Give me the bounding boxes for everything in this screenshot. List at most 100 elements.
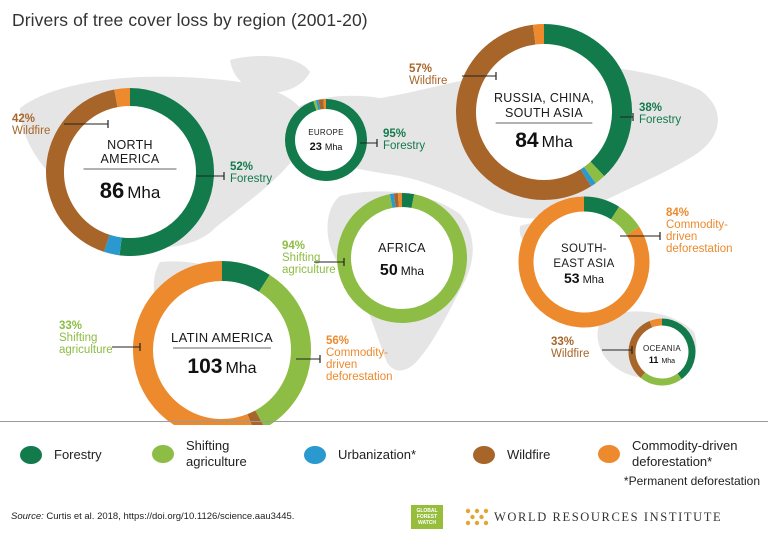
legend-swatch-commodity-driven xyxy=(598,445,620,463)
annotation-percent: 56% xyxy=(326,335,349,347)
region-name-north-america: AMERICA xyxy=(100,152,159,166)
annotation-label: Wildfire xyxy=(12,125,50,137)
region-total-europe: 23 Mha xyxy=(310,141,343,153)
region-name-southeast-asia: SOUTH- xyxy=(561,243,607,255)
annotation-label: Shifting xyxy=(282,252,320,264)
donut-oceania: OCEANIA 11 Mha xyxy=(628,318,696,386)
source-note: Source: Curtis et al. 2018, https://doi.… xyxy=(11,511,294,522)
annotation-percent: 33% xyxy=(551,336,574,348)
annotation-label: Wildfire xyxy=(551,348,589,360)
region-name-latin-america: LATIN AMERICA xyxy=(171,330,273,345)
donut-background xyxy=(628,318,696,386)
donut-segment-north-america-commodity-driven xyxy=(114,88,131,108)
legend-item-shifting-agriculture: Shifting agriculture xyxy=(152,438,266,470)
annotation-label: Forestry xyxy=(230,173,272,185)
donut-segment-europe-wildfire xyxy=(318,99,325,110)
donut-segment-africa-forestry xyxy=(401,193,415,208)
source-label: Source: xyxy=(11,511,44,522)
region-name-north-america: NORTH xyxy=(107,138,153,152)
legend-item-forestry: Forestry xyxy=(20,446,102,464)
legend-label-shifting-agriculture: Shifting agriculture xyxy=(186,438,247,469)
donut-background xyxy=(456,24,632,200)
annotation-russia-china-south-asia-forestry: 38%Forestry xyxy=(620,102,681,126)
donut-segment-russia-china-south-asia-urbanization xyxy=(580,166,596,187)
annotation-oceania-wildfire: 33%Wildfire xyxy=(551,336,633,360)
annotation-label: driven xyxy=(326,359,357,371)
donut-segment-oceania-shifting-agriculture xyxy=(640,372,682,386)
global-forest-watch-logo: GLOBAL FOREST WATCH xyxy=(411,505,443,529)
donut-background xyxy=(133,261,311,425)
annotation-europe-forestry: 95%Forestry xyxy=(360,128,425,152)
region-total-southeast-asia: 53 Mha xyxy=(564,270,605,286)
legend-item-urbanization: Urbanization* xyxy=(304,446,416,464)
donut-segment-russia-china-south-asia-commodity-driven xyxy=(532,24,545,45)
donut-africa: AFRICA 50 Mha xyxy=(337,193,467,323)
annotation-label: deforestation xyxy=(666,243,733,255)
legend-label-urbanization: Urbanization* xyxy=(338,447,417,462)
annotation-label: Shifting xyxy=(59,332,97,344)
annotation-label: Wildfire xyxy=(409,75,447,87)
annotation-percent: 95% xyxy=(383,128,406,140)
legend-label-wildfire: Wildfire xyxy=(507,447,551,462)
annotation-russia-china-south-asia-wildfire: 57%Wildfire xyxy=(409,63,497,87)
donut-segment-southeast-asia-forestry xyxy=(583,196,620,220)
annotation-label: Commodity- xyxy=(326,347,388,359)
region-name-africa: AFRICA xyxy=(378,241,426,255)
annotation-north-america-forestry: 52%Forestry xyxy=(196,161,272,185)
donut-segment-latin-america-forestry xyxy=(221,261,270,292)
annotation-label: agriculture xyxy=(59,344,113,356)
region-total-oceania: 11 Mha xyxy=(649,355,675,365)
donut-segment-north-america-urbanization xyxy=(104,234,122,256)
region-total-russia-china-south-asia: 84 Mha xyxy=(515,129,573,152)
donut-segment-southeast-asia-shifting-agriculture xyxy=(610,206,640,236)
source-text: Curtis et al. 2018, https://doi.org/10.1… xyxy=(43,511,295,522)
annotation-label: driven xyxy=(666,231,697,243)
annotation-percent: 42% xyxy=(12,113,35,125)
donut-latin-america: LATIN AMERICA 103 Mha xyxy=(133,261,311,425)
donut-segment-africa-urbanization xyxy=(389,193,396,208)
annotation-percent: 84% xyxy=(666,207,689,219)
region-name-oceania: OCEANIA xyxy=(643,344,681,353)
region-name-europe: EUROPE xyxy=(308,128,344,137)
donut-segment-oceania-commodity-driven xyxy=(649,318,663,328)
legend-swatch-shifting-agriculture xyxy=(152,445,174,463)
donut-segment-north-america-forestry xyxy=(119,88,214,256)
donut-segment-russia-china-south-asia-wildfire xyxy=(456,24,592,200)
annotation-label: Forestry xyxy=(639,114,681,126)
chart-title: Drivers of tree cover loss by region (20… xyxy=(12,10,368,30)
region-name-southeast-asia: EAST ASIA xyxy=(553,258,614,270)
donut-background xyxy=(337,193,467,323)
donut-segment-latin-america-shifting-agriculture xyxy=(254,274,311,425)
annotation-percent: 38% xyxy=(639,102,662,114)
annotation-percent: 33% xyxy=(59,320,82,332)
wri-wordmark: WORLD RESOURCES INSTITUTE xyxy=(494,510,723,524)
donut-segment-russia-china-south-asia-shifting-agriculture xyxy=(583,161,605,184)
legend-item-wildfire: Wildfire xyxy=(473,446,550,464)
legend-item-commodity-driven: Commodity-driven deforestation* xyxy=(598,438,768,470)
legend-label-commodity-driven: Commodity-driven deforestation* xyxy=(632,438,738,469)
region-total-north-america: 86 Mha xyxy=(100,178,161,203)
annotation-label: Commodity- xyxy=(666,219,728,231)
region-total-latin-america: 103 Mha xyxy=(187,355,256,378)
region-name-russia-china-south-asia: SOUTH ASIA xyxy=(505,106,583,120)
donut-segment-north-america-wildfire xyxy=(46,89,118,252)
annotation-label: Forestry xyxy=(383,140,425,152)
donut-background xyxy=(518,196,650,328)
annotation-percent: 57% xyxy=(409,63,432,75)
donut-segment-russia-china-south-asia-forestry xyxy=(543,24,632,177)
donut-segment-oceania-forestry xyxy=(661,318,696,380)
donut-segment-europe-shifting-agriculture xyxy=(313,100,319,111)
region-total-africa: 50 Mha xyxy=(380,262,424,279)
annotation-north-america-wildfire: 42%Wildfire xyxy=(12,113,109,137)
legend-label-forestry: Forestry xyxy=(54,447,102,462)
donut-russia-china-south-asia: RUSSIA, CHINA,SOUTH ASIA 84 Mha xyxy=(456,24,632,200)
donut-europe: EUROPE 23 Mha xyxy=(285,98,367,181)
legend-swatch-wildfire xyxy=(473,446,495,464)
